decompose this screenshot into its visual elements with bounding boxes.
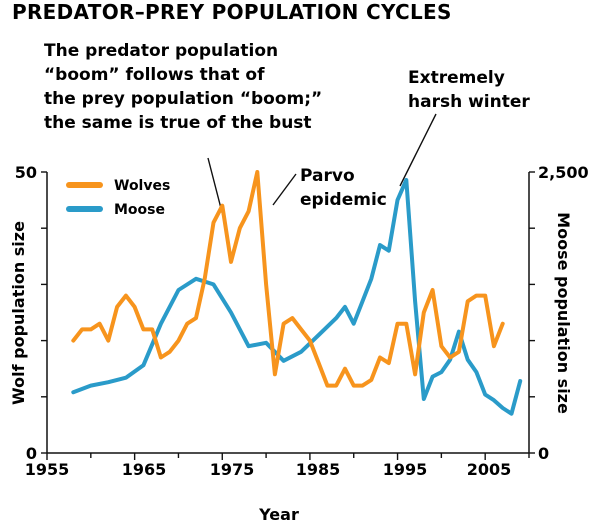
boom-note-line-4: the same is true of the bust (44, 113, 312, 133)
parvo-note-line-2: epidemic (300, 190, 387, 210)
right-y-axis-label: Moose population size (554, 212, 573, 414)
x-tick-label-1985: 1985 (296, 460, 341, 479)
boom-note-line-2: “boom” follows that of (44, 65, 265, 85)
x-tick-label-1995: 1995 (383, 460, 428, 479)
boom-note-line-1: The predator population (44, 41, 278, 61)
boom-annotation: The predator population “boom” follows t… (44, 41, 322, 221)
wolves-series-line (71, 170, 505, 388)
legend-wolves-label: Wolves (114, 178, 170, 194)
x-tick-label-1965: 1965 (122, 460, 167, 479)
left-y-tick-label-0: 0 (26, 444, 37, 463)
parvo-pointer-line (272, 173, 297, 206)
parvo-note-line-1: Parvo (300, 166, 355, 186)
legend: Wolves Moose (66, 178, 170, 218)
winter-note-line-1: Extremely (408, 68, 505, 88)
winter-annotation: Extremely harsh winter (399, 68, 530, 187)
left-y-tick-label-50: 50 (15, 163, 37, 182)
boom-note-line-3: the prey population “boom;” (44, 89, 322, 109)
right-y-tick-label-2500: 2,500 (538, 163, 589, 182)
x-tick-label-2005: 2005 (467, 460, 512, 479)
parvo-annotation: Parvo epidemic (272, 166, 387, 210)
y-axis-ticks (41, 171, 535, 454)
x-tick-label-1975: 1975 (210, 460, 255, 479)
right-y-tick-label-0: 0 (538, 444, 549, 463)
legend-moose-label: Moose (114, 202, 165, 218)
moose-series-line (71, 177, 523, 416)
x-tick-label-1955: 1955 (25, 460, 70, 479)
winter-note-line-2: harsh winter (408, 92, 530, 112)
chart-title: PREDATOR–PREY POPULATION CYCLES (12, 0, 452, 24)
x-axis-ticks (46, 453, 530, 460)
left-y-axis-label: Wolf population size (9, 221, 28, 405)
winter-pointer-line (399, 113, 437, 187)
x-axis-label: Year (258, 505, 299, 524)
